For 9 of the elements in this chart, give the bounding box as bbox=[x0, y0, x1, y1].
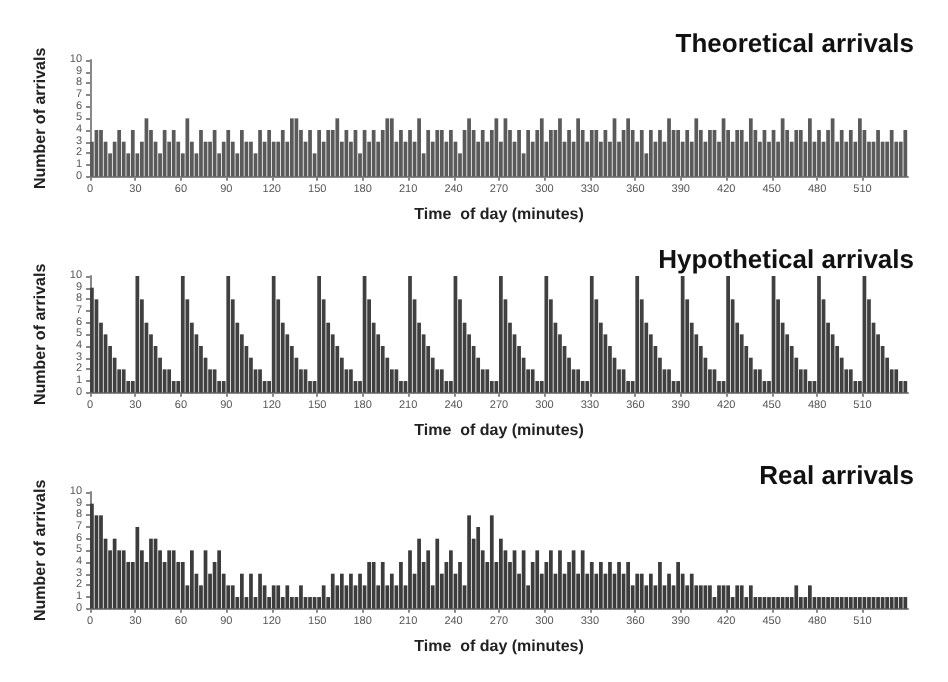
x-axis-title: Time of day (minutes) bbox=[414, 637, 585, 655]
x-axis-title: Time of day (minutes) bbox=[414, 421, 585, 439]
y-axis-title: Number of arrivals bbox=[31, 478, 49, 622]
y-axis-title: Number of arrivals bbox=[31, 46, 49, 190]
y-axis-title: Number of arrivals bbox=[31, 262, 49, 406]
chart-title: Hypothetical arrivals bbox=[658, 244, 915, 274]
x-axis-title: Time of day (minutes) bbox=[414, 205, 585, 223]
chart-title: Real arrivals bbox=[759, 460, 915, 490]
chart-title: Theoretical arrivals bbox=[675, 28, 915, 58]
